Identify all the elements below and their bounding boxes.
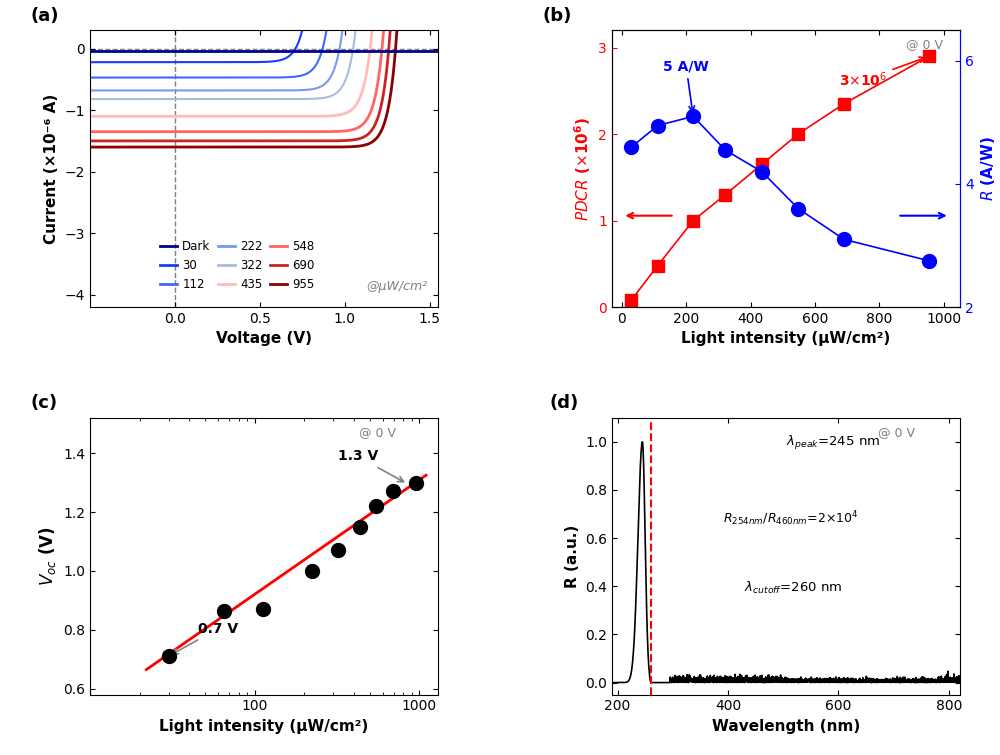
X-axis label: Voltage (V): Voltage (V)	[216, 331, 312, 347]
X-axis label: Light intensity (μW/cm²): Light intensity (μW/cm²)	[681, 331, 891, 347]
Y-axis label: Current (×10⁻⁶ A): Current (×10⁻⁶ A)	[44, 94, 59, 244]
X-axis label: Light intensity (μW/cm²): Light intensity (μW/cm²)	[159, 719, 369, 734]
Text: (a): (a)	[31, 7, 59, 25]
Y-axis label: $\it{PDCR}$ ($\times\mathregular{10}^\mathregular{6}$): $\it{PDCR}$ ($\times\mathregular{10}^\ma…	[572, 116, 593, 220]
Text: $R_{254nm}/R_{460nm}$=2$\times$10$^4$: $R_{254nm}/R_{460nm}$=2$\times$10$^4$	[723, 509, 859, 528]
Text: @ 0 V: @ 0 V	[359, 426, 396, 439]
Text: @ 0 V: @ 0 V	[878, 426, 915, 439]
Text: 0.7 V: 0.7 V	[173, 622, 238, 654]
Text: 1.3 V: 1.3 V	[338, 449, 404, 482]
Text: 3$\times$10$^6$: 3$\times$10$^6$	[839, 57, 925, 89]
Legend: Dark, 30, 112, 222, 322, 435, 548, 690, 955: Dark, 30, 112, 222, 322, 435, 548, 690, …	[155, 236, 319, 296]
Y-axis label: $\it{R}$ (A/W): $\it{R}$ (A/W)	[979, 136, 997, 201]
Text: (c): (c)	[31, 394, 58, 412]
Text: $\lambda_{peak}$=245 nm: $\lambda_{peak}$=245 nm	[786, 433, 880, 451]
Text: (b): (b)	[542, 7, 572, 25]
X-axis label: Wavelength (nm): Wavelength (nm)	[712, 719, 860, 734]
Text: @μW/cm²: @μW/cm²	[366, 280, 428, 293]
Text: @ 0 V: @ 0 V	[906, 39, 943, 51]
Text: (d): (d)	[549, 394, 579, 412]
Y-axis label: $V_{oc}$ (V): $V_{oc}$ (V)	[37, 526, 58, 586]
Y-axis label: R (a.u.): R (a.u.)	[565, 525, 580, 588]
Text: 5 A/W: 5 A/W	[663, 59, 709, 112]
Text: $\lambda_{cutoff}$=260 nm: $\lambda_{cutoff}$=260 nm	[744, 580, 843, 596]
